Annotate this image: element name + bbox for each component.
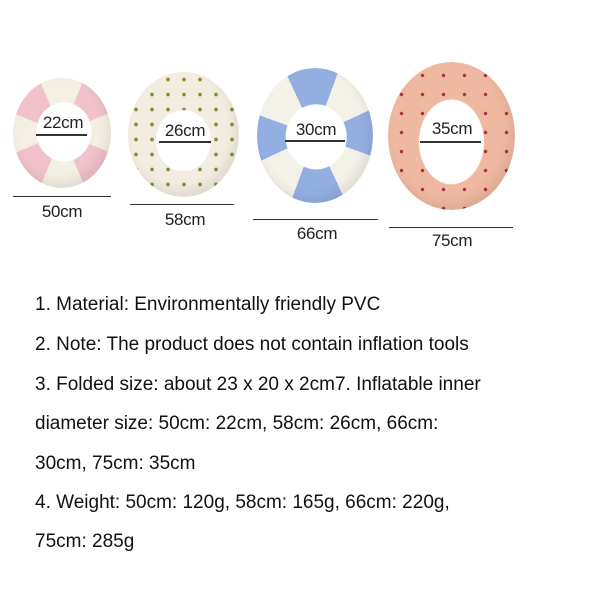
outer-diameter-line xyxy=(389,227,513,228)
inner-diameter-label: 26cm xyxy=(164,121,206,140)
inner-diameter-line xyxy=(420,141,481,143)
outer-diameter-label: 50cm xyxy=(41,202,83,221)
spec-line: 30cm, 75cm: 35cm xyxy=(35,453,196,474)
outer-diameter-label: 58cm xyxy=(164,210,206,229)
inner-diameter-label: 22cm xyxy=(42,113,84,132)
spec-line: 75cm: 285g xyxy=(35,531,135,552)
inner-diameter-line xyxy=(36,134,87,136)
inner-diameter-label: 35cm xyxy=(431,119,473,138)
outer-diameter-line xyxy=(253,219,378,220)
outer-diameter-label: 75cm xyxy=(431,231,473,250)
spec-line: 3. Folded size: about 23 x 20 x 2cm7. In… xyxy=(35,374,481,395)
inner-diameter-line xyxy=(159,141,211,143)
inner-diameter-label: 30cm xyxy=(295,120,337,139)
swim-ring-50cm xyxy=(13,78,111,188)
spec-line: 4. Weight: 50cm: 120g, 58cm: 165g, 66cm:… xyxy=(35,492,450,513)
outer-diameter-line xyxy=(130,204,234,205)
swim-ring-58cm xyxy=(128,72,239,197)
spec-line: 1. Material: Environmentally friendly PV… xyxy=(35,294,381,315)
outer-diameter-line xyxy=(13,196,111,197)
inner-diameter-line xyxy=(285,140,345,142)
spec-line: diameter size: 50cm: 22cm, 58cm: 26cm, 6… xyxy=(35,413,439,434)
swim-ring-66cm xyxy=(257,68,373,203)
outer-diameter-label: 66cm xyxy=(296,224,338,243)
spec-line: 2. Note: The product does not contain in… xyxy=(35,334,469,355)
swim-ring-75cm xyxy=(388,62,515,210)
